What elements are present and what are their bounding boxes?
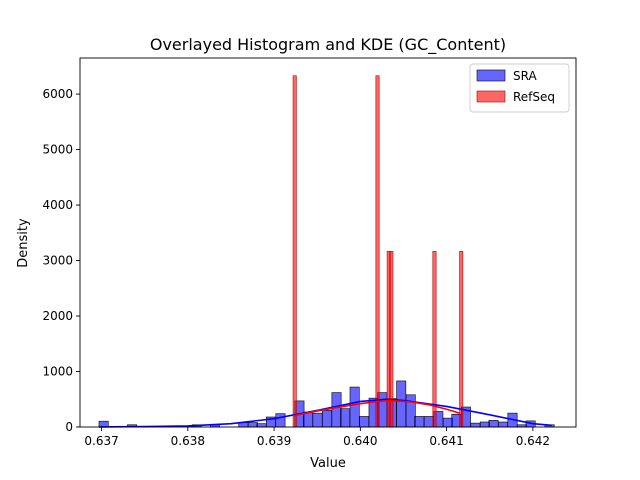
kde-line-sra xyxy=(98,398,552,428)
hist-bar-sra-16 xyxy=(359,416,370,428)
hist-bar-sra-30 xyxy=(488,420,499,428)
hist-bar-sra-25 xyxy=(442,417,453,428)
y-axis-label: Density xyxy=(16,218,31,268)
y-tick-label: 0 xyxy=(65,420,73,434)
legend-label-refseq: RefSeq xyxy=(513,90,555,104)
plot-frame xyxy=(79,57,577,428)
hist-bar-sra-21 xyxy=(405,394,416,428)
hist-bar-sra-29 xyxy=(479,421,490,428)
hist-bar-sra-23 xyxy=(423,416,434,428)
hist-bar-refseq-1 xyxy=(375,75,380,428)
x-tick-label: 0.640 xyxy=(343,434,377,448)
x-tick-label: 0.637 xyxy=(84,434,118,448)
chart-title: Overlayed Histogram and KDE (GC_Content) xyxy=(150,35,506,55)
x-axis-label: Value xyxy=(310,456,346,471)
legend-swatch-sra xyxy=(476,69,506,82)
y-axis: 0 1000 2000 3000 4000 5000 6000 xyxy=(42,87,80,434)
hist-bar-sra-5 xyxy=(247,422,258,428)
hist-bar-sra-8 xyxy=(275,413,286,428)
y-tick-label: 5000 xyxy=(42,143,73,157)
x-tick-label: 0.639 xyxy=(257,434,291,448)
kde-line-refseq xyxy=(292,399,460,417)
legend-swatch-refseq xyxy=(476,90,506,103)
hist-bar-sra-28 xyxy=(470,422,481,428)
y-tick-label: 4000 xyxy=(42,198,73,212)
hist-bar-sra-13 xyxy=(331,392,342,428)
hist-bar-sra-6 xyxy=(256,423,267,428)
hist-bar-sra-14 xyxy=(340,408,351,428)
x-tick-label: 0.641 xyxy=(429,434,463,448)
x-tick-label: 0.638 xyxy=(171,434,205,448)
hist-bar-sra-20 xyxy=(396,380,407,428)
legend-label-sra: SRA xyxy=(513,69,537,83)
y-tick-label: 3000 xyxy=(42,254,73,268)
hist-bar-sra-15 xyxy=(349,386,360,428)
y-tick-label: 1000 xyxy=(42,365,73,379)
hist-bar-sra-11 xyxy=(312,412,323,428)
hist-bar-sra-22 xyxy=(414,416,425,428)
hist-bar-sra-31 xyxy=(498,421,508,428)
hist-bar-refseq-5 xyxy=(459,251,464,428)
x-axis: 0.637 0.638 0.639 0.640 0.641 0.642 xyxy=(84,427,550,448)
legend: SRA RefSeq xyxy=(469,63,570,113)
x-tick-label: 0.642 xyxy=(516,434,550,448)
y-tick-label: 6000 xyxy=(42,87,73,101)
hist-bar-sra-12 xyxy=(322,410,332,428)
hist-bar-refseq-4 xyxy=(432,251,437,428)
y-tick-label: 2000 xyxy=(42,309,73,323)
hist-bar-refseq-0 xyxy=(292,75,297,428)
